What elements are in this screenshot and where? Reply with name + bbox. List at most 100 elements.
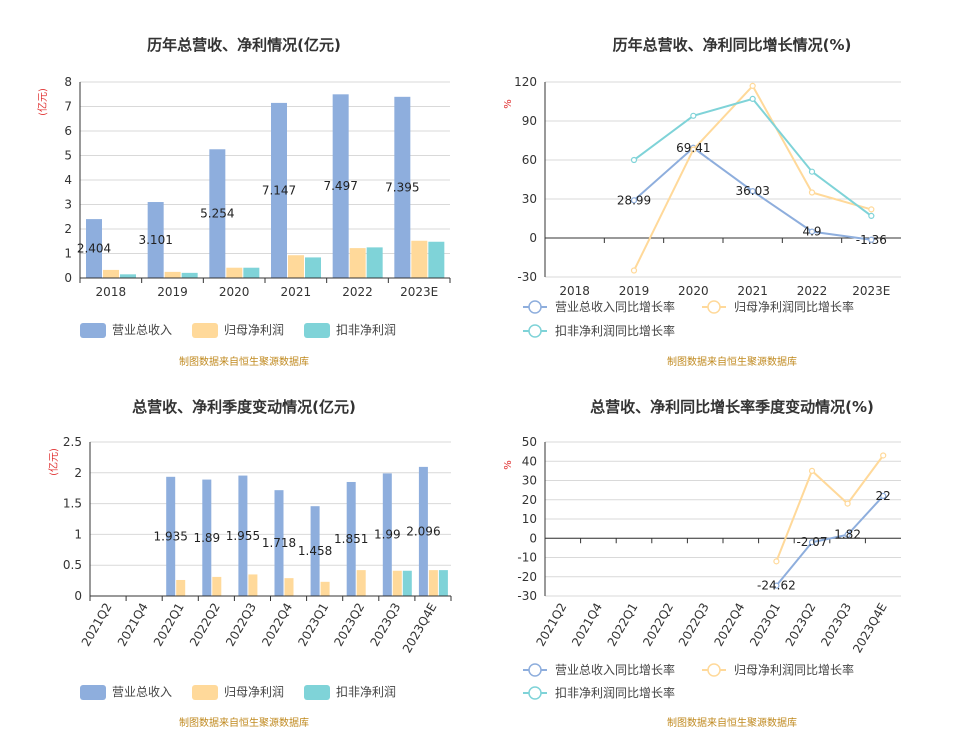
data-label: 5.254 [200, 207, 234, 221]
x-tick-label: 2022Q4 [711, 601, 747, 649]
data-label: 1.82 [834, 528, 861, 542]
series-line-revenue-growth [775, 495, 884, 587]
legend-marker [528, 686, 542, 700]
x-tick-label: 2022Q4 [259, 601, 295, 649]
x-tick-label: 2023Q4E [850, 601, 890, 656]
bar-deducted-profit [305, 257, 321, 278]
source-note: 制图数据来自恒生聚源数据库 [179, 716, 309, 729]
y-tick-label: 2 [64, 222, 72, 236]
x-tick-label: 2022Q1 [151, 601, 187, 649]
y-tick-label: 1 [74, 527, 82, 541]
legend-swatch [192, 323, 218, 338]
bar-parent-profit [428, 570, 438, 596]
bar-revenue [209, 149, 226, 278]
chart-title: 历年总营收、净利同比增长情况(%) [613, 36, 852, 54]
y-tick-label: 7 [64, 100, 72, 114]
bar-deducted-profit [428, 241, 445, 278]
bar-deducted-profit [366, 247, 383, 278]
data-point [749, 95, 756, 103]
x-tick-label: 2018 [96, 285, 127, 299]
bar-deducted-profit [120, 274, 136, 278]
bar-parent-profit [226, 267, 243, 278]
bar-parent-profit [103, 269, 119, 278]
x-tick-label: 2023E [852, 284, 890, 298]
data-label: 7.395 [385, 180, 419, 194]
data-point [630, 267, 638, 274]
x-tick-label: 2022Q1 [605, 601, 641, 649]
bar-parent-profit [248, 574, 258, 596]
y-tick-label: 50 [522, 435, 537, 449]
y-tick-label: 90 [522, 114, 537, 128]
legend-label: 扣非净利润同比增长率 [555, 685, 675, 700]
x-tick-label: 2021Q2 [79, 601, 115, 649]
data-label: 7.147 [262, 183, 296, 197]
x-tick-label: 2023Q3 [818, 601, 854, 649]
legend-label: 归母净利润同比增长率 [734, 299, 854, 314]
x-tick-label: 2021 [281, 285, 312, 299]
data-point [868, 206, 875, 213]
bar-parent-profit [164, 271, 181, 278]
chart-quarterly-growth-svg: 总营收、净利同比增长率季度变动情况(%)% -30 -20 -10 0 10 20 30 40 5… [503, 398, 901, 729]
chart-panel-annual-revenue: 历年总营收、净利情况(亿元) (亿元) 0 1 2 3 4 5 6 7 8 2018 2.404 2019… [0, 0, 488, 375]
x-tick-label: 2020 [678, 284, 709, 298]
x-tick-label: 2019 [157, 285, 188, 299]
legend-label: 营业总收入同比增长率 [555, 662, 675, 677]
data-label: 2.096 [406, 524, 440, 538]
x-tick-label: 2022Q3 [676, 601, 712, 649]
y-tick-label: 0.5 [63, 558, 82, 572]
x-tick-label: 2023Q3 [368, 601, 404, 649]
x-tick-label: 2023Q2 [783, 601, 819, 649]
data-point [773, 558, 780, 565]
legend-marker [528, 324, 542, 338]
series-line-parent-profit-growth [633, 84, 872, 271]
data-label: -1.36 [856, 233, 887, 247]
y-tick-label: 10 [522, 512, 537, 526]
y-tick-label: 0 [64, 271, 72, 285]
y-tick-label: 0 [529, 531, 537, 545]
y-tick-label: 0 [529, 231, 537, 245]
legend-marker [707, 663, 721, 677]
x-tick-label: 2021Q2 [533, 601, 569, 649]
legend-label: 归母净利润 [224, 323, 284, 337]
data-label: 2.404 [77, 242, 111, 256]
legend-label: 营业总收入 [112, 323, 172, 337]
legend-label: 归母净利润同比增长率 [734, 662, 854, 677]
bar-parent-profit [288, 255, 304, 278]
data-label: 1.99 [374, 528, 401, 542]
data-point [630, 197, 638, 204]
x-tick-label: 2023Q4E [400, 601, 440, 656]
y-tick-label: 2.5 [63, 435, 82, 449]
x-tick-label: 2021Q4 [569, 601, 605, 649]
data-label: 1.89 [193, 531, 220, 545]
x-tick-label: 2021Q4 [115, 601, 151, 649]
chart-annual-revenue-svg: 历年总营收、净利情况(亿元) (亿元) 0 1 2 3 4 5 6 7 8 2018 2.404 2019… [36, 36, 451, 368]
bar-revenue [86, 219, 102, 278]
legend-swatch [192, 685, 218, 700]
data-label: 22 [876, 489, 891, 503]
legend-swatch [80, 323, 106, 338]
data-point [749, 188, 756, 195]
chart-panel-quarterly-revenue: 总营收、净利季度变动情况(亿元) (亿元) 0 0.5 1 1.5 2 2.5 2021Q2 20… [0, 362, 488, 737]
y-tick-label: 60 [522, 153, 537, 167]
x-tick-label: 2022Q3 [223, 601, 259, 649]
data-label: 1.458 [298, 544, 332, 558]
y-tick-label: 5 [64, 149, 72, 163]
y-tick-label: 8 [64, 75, 72, 89]
bar-revenue [147, 202, 164, 278]
x-tick-label: 2023Q1 [747, 601, 783, 649]
data-label: 7.497 [323, 179, 357, 193]
bar-parent-profit [349, 248, 366, 278]
y-tick-label: 0 [74, 589, 82, 603]
bar-revenue [332, 94, 349, 278]
source-note: 制图数据来自恒生聚源数据库 [667, 355, 797, 368]
bar-revenue [274, 490, 284, 596]
x-tick-label: 2018 [559, 284, 590, 298]
bar-revenue [346, 481, 356, 596]
legend-swatch [304, 685, 330, 700]
source-note: 制图数据来自恒生聚源数据库 [179, 355, 309, 368]
data-point [844, 531, 851, 538]
data-label: 3.101 [138, 233, 172, 247]
y-tick-label: -10 [517, 551, 537, 565]
y-axis-unit-label: % [503, 99, 514, 109]
data-point [690, 112, 697, 119]
